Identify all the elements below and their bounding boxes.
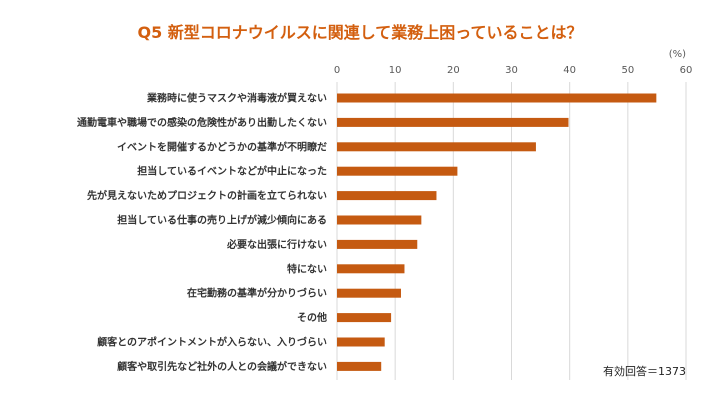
category-label: 通勤電車や職場での感染の危険性があり出勤したくない <box>77 116 327 129</box>
grid-lines <box>336 82 687 380</box>
category-label: 先が見えないためプロジェクトの計画を立てられない <box>87 189 327 202</box>
category-label: 特にない <box>287 262 327 275</box>
bar <box>337 288 401 298</box>
x-tick-label: 50 <box>621 65 634 76</box>
bar <box>337 264 405 274</box>
category-label: その他 <box>297 311 327 324</box>
category-label: 担当しているイベントなどが中止になった <box>137 165 327 178</box>
response-count-note: 有効回答＝1373 <box>603 364 686 378</box>
x-tick-label: 40 <box>563 65 576 76</box>
category-label: イベントを開催するかどうかの基準が不明瞭だ <box>117 140 327 153</box>
bar <box>337 313 392 323</box>
bar <box>337 93 657 103</box>
bar <box>337 239 418 249</box>
x-tick-label: 0 <box>334 65 340 76</box>
category-label: 必要な出張に行けない <box>226 238 327 251</box>
x-tick-label: 10 <box>389 65 402 76</box>
bar <box>337 166 458 176</box>
x-axis-ticks: 0 10 20 30 40 50 60 <box>334 65 693 76</box>
category-label: 業務時に使うマスクや消毒液が買えない <box>146 92 327 105</box>
category-label: 在宅勤務の基準が分かりづらい <box>187 287 327 300</box>
category-label: 顧客とのアポイントメントが入らない、入りづらい <box>97 336 327 349</box>
x-tick-label: 30 <box>505 65 518 76</box>
bar <box>337 361 382 371</box>
x-tick-label: 20 <box>447 65 460 76</box>
category-labels: 業務時に使うマスクや消毒液が買えない通勤電車や職場での感染の危険性があり出勤した… <box>77 92 327 373</box>
category-label: 担当している仕事の売り上げが減少傾向にある <box>117 214 327 227</box>
bars <box>337 93 657 371</box>
category-label: 顧客や取引先など社外の人との会議ができない <box>117 360 327 373</box>
x-tick-label: 60 <box>680 65 693 76</box>
unit-label: (%) <box>669 49 686 60</box>
bar <box>337 142 536 152</box>
chart-title: Q5 新型コロナウイルスに関連して業務上困っていることは？ <box>137 23 582 42</box>
bar <box>337 337 385 347</box>
bar <box>337 215 422 225</box>
bar <box>337 117 569 127</box>
bar <box>337 191 437 201</box>
